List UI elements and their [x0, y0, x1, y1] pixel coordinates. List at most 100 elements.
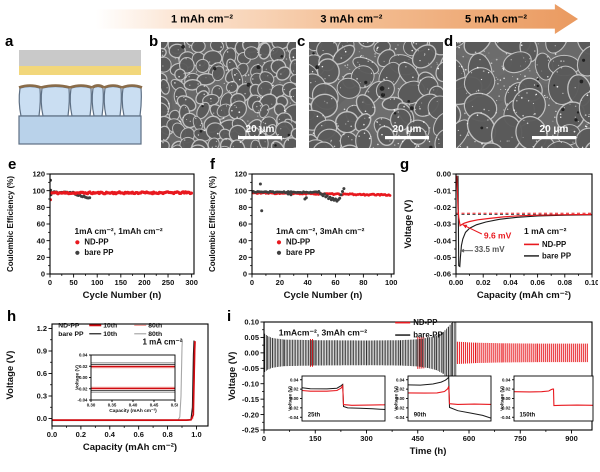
y-tick-label: 120 — [32, 170, 45, 179]
y-tick-label: -0.05 — [242, 364, 259, 373]
x-tick-label: 150 — [115, 278, 128, 287]
y-tick-label: 0.02 — [502, 387, 511, 392]
series-ND-PP 10th — [52, 341, 196, 421]
y-tick-label: 0.05 — [244, 333, 259, 342]
legend-label: ND-PP — [542, 240, 566, 249]
y-tick-label: -0.02 — [288, 405, 299, 410]
y-tick-label: 80 — [37, 203, 45, 212]
x-tick-label: 0.6 — [133, 430, 143, 439]
x-tick-label: 0.40 — [129, 402, 138, 407]
annotation-text: 150th — [520, 413, 536, 419]
panel-letter-h: h — [7, 308, 17, 325]
panel-letter-d: d — [444, 33, 454, 50]
y-tick-label: 0 — [41, 270, 45, 279]
series-bare-PP — [408, 376, 491, 419]
y-tick-label: -0.06 — [434, 270, 451, 279]
sem-image-c: 20 μm — [309, 42, 443, 148]
chart-h_inset: 0.30 0.35 0.40 0.45 0.50 0.04 0.02 0.00 -0.02 -0.… — [75, 353, 179, 414]
series-ND-PP — [302, 384, 385, 406]
y-axis-label: Voltage (V) — [75, 365, 81, 390]
y-axis-label: Voltage (V) — [227, 352, 238, 401]
chart-f: 0 20 40 60 80 100 0 20 40 60 80 100 120 Cycle Number … — [208, 170, 398, 301]
x-tick-label: 0.4 — [105, 430, 116, 439]
panel-letter-e: e — [8, 156, 17, 173]
lithium-column — [69, 85, 92, 117]
y-tick-label: -0.04 — [434, 236, 452, 245]
y-tick-label: 40 — [37, 236, 45, 245]
legend-row-label: bare PP — [58, 331, 84, 338]
x-tick-label: 150 — [309, 434, 322, 443]
x-tick-label: 20 — [276, 278, 284, 287]
plot-background — [252, 174, 394, 274]
x-tick-label: 0.04 — [503, 278, 518, 287]
x-tick-label: 300 — [360, 434, 373, 443]
x-axis-label: Capacity (mAh cm⁻²) — [477, 290, 571, 301]
x-tick-label: 50 — [69, 278, 77, 287]
y-tick-label: 0.6 — [37, 369, 47, 378]
scale-bar — [532, 136, 576, 140]
x-tick-label: 0.02 — [476, 278, 491, 287]
y-tick-label: -0.02 — [434, 203, 451, 212]
legend-marker — [276, 240, 282, 245]
plot-background — [91, 355, 175, 400]
plot-series — [50, 178, 193, 202]
chart-g: 0.00 0.02 0.04 0.06 0.08 0.10 0.00 -0.01 -0.02 -0… — [403, 170, 598, 301]
legend-marker — [75, 250, 80, 255]
x-tick-label: 1.0 — [191, 430, 201, 439]
scale-bar — [385, 136, 429, 140]
legend-label: bare-PP — [413, 331, 442, 340]
chart-e: 0 50 100 150 200 250 300 0 20 40 60 80 100 120 Cycle N… — [6, 170, 198, 301]
y-tick-label: -0.04 — [77, 398, 88, 403]
sem-image-d: 20 μm — [456, 42, 590, 148]
plot-background — [50, 174, 194, 274]
y-tick-label: 0.3 — [37, 392, 47, 401]
lithium-column — [40, 85, 70, 117]
plot-series — [52, 339, 196, 422]
x-tick-label: 0 — [250, 278, 254, 287]
x-axis-label: Capacity (mAh cm⁻²) — [83, 442, 177, 453]
y-axis-label: Voltage (V) — [394, 386, 400, 411]
legend-label: 80th — [148, 323, 162, 330]
y-tick-label: 0.00 — [502, 396, 511, 401]
y-tick-label: -0.02 — [394, 405, 405, 410]
y-tick-label: 100 — [234, 186, 247, 195]
series-bare PP — [457, 175, 592, 268]
x-tick-label: 200 — [138, 278, 151, 287]
x-tick-label: 100 — [91, 278, 104, 287]
y-tick-label: 0.00 — [396, 396, 405, 401]
y-axis-label: Voltage (V) — [5, 351, 16, 400]
y-axis-label: Coulombic Efficiency (%) — [208, 176, 217, 272]
y-tick-label: -0.25 — [242, 426, 259, 435]
sei-cap — [40, 84, 71, 89]
plot-series — [514, 388, 593, 407]
plot-series — [264, 322, 588, 386]
series-ND-PP — [456, 175, 592, 227]
sei-cap — [91, 84, 105, 89]
sei-cap — [69, 84, 93, 89]
y-tick-label: 0.0 — [37, 414, 47, 423]
panel-letter-i: i — [227, 308, 232, 325]
separator-layer — [19, 50, 141, 66]
y-tick-label: 0.02 — [79, 364, 88, 369]
x-tick-label: 0.45 — [150, 402, 159, 407]
x-tick-label: 100 — [385, 278, 398, 287]
series-ND-PP — [514, 388, 593, 407]
y-tick-label: 0.00 — [436, 170, 451, 179]
lithium-base — [18, 115, 142, 145]
x-tick-label: 0.35 — [108, 402, 117, 407]
scale-bar-label: 20 μm — [393, 124, 422, 135]
y-tick-label: 100 — [32, 186, 45, 195]
panel-letter-g: g — [400, 156, 410, 173]
legend-label: bare PP — [542, 252, 571, 261]
x-tick-label: 900 — [565, 434, 578, 443]
lithium-column — [18, 85, 41, 117]
y-tick-label: 0.00 — [79, 375, 88, 380]
annotation-text: 9.6 mV — [484, 231, 512, 241]
legend-label: ND-PP — [286, 238, 310, 247]
legend-marker — [276, 250, 282, 255]
annotation-text: 33.5 mV — [474, 245, 505, 254]
legend-row-label: ND-PP — [58, 323, 80, 330]
lithium-column — [91, 85, 104, 117]
y-tick-label: -0.04 — [288, 415, 299, 420]
sei-cap — [103, 84, 123, 89]
